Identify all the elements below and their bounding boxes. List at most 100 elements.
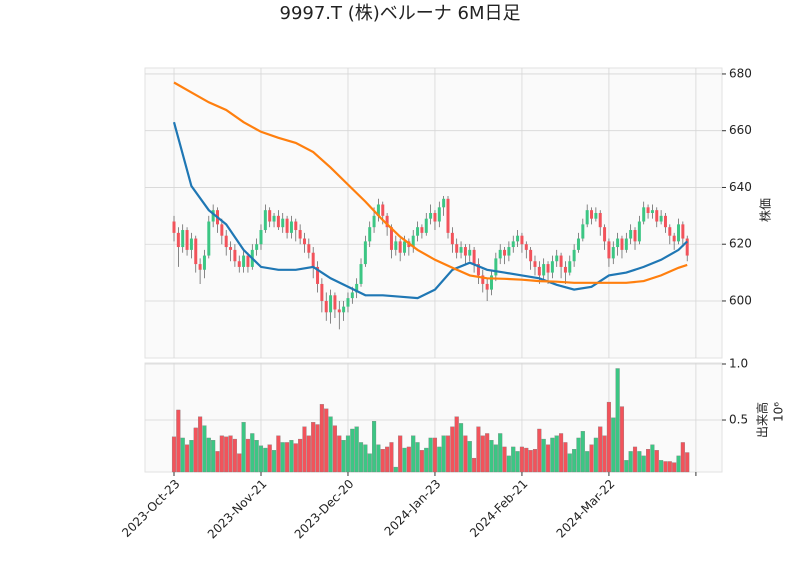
volume-bar <box>641 455 646 473</box>
volume-bar <box>224 436 229 473</box>
candle-body <box>668 227 672 236</box>
volume-bar <box>680 442 685 473</box>
candle-body <box>281 218 285 228</box>
candle-body <box>616 238 620 248</box>
candle-body <box>429 213 433 219</box>
volume-bar <box>632 446 638 473</box>
volume-bar <box>267 444 272 473</box>
y-tick-label: 620 <box>729 237 752 251</box>
volume-bar <box>219 435 224 473</box>
volume-offset: 10⁶ <box>772 402 786 422</box>
candle-body <box>481 275 485 284</box>
candle-body <box>242 255 246 267</box>
volume-bar <box>285 442 290 473</box>
candle-body <box>637 221 641 242</box>
volume-bar <box>215 451 220 473</box>
candle-body <box>311 252 315 267</box>
candle-body <box>246 255 250 267</box>
candle-body <box>259 230 263 245</box>
candle-body <box>572 249 576 262</box>
x-tick-label: 2024-Jan-23 <box>382 477 444 539</box>
candle-body <box>542 264 546 276</box>
candle-body <box>385 215 389 228</box>
candle-body <box>324 300 328 313</box>
x-tick-label: 2023-Nov-21 <box>205 477 270 542</box>
candle-body <box>285 218 289 233</box>
candle-body <box>181 230 185 248</box>
volume-bar <box>193 427 198 473</box>
candle-body <box>389 227 393 250</box>
candle-body <box>503 249 507 256</box>
candle-body <box>220 224 224 236</box>
volume-bar <box>341 440 346 473</box>
candle-body <box>590 210 594 219</box>
moving-average <box>172 121 688 300</box>
candle-body <box>420 227 424 233</box>
volume-bar <box>332 425 337 473</box>
candle-body <box>437 207 441 222</box>
volume-bar <box>372 420 377 473</box>
volume-bar <box>211 440 216 473</box>
volume-bar <box>180 437 185 473</box>
volume-bar <box>493 444 498 473</box>
candle-body <box>463 247 467 256</box>
volume-bar <box>676 455 681 473</box>
volume-bar <box>324 408 329 473</box>
candle-body <box>642 207 646 222</box>
volume-bar <box>258 445 264 473</box>
x-tick-label: 2023-Oct-23 <box>119 477 182 540</box>
candle-body <box>620 238 624 250</box>
volume-bar <box>454 416 459 473</box>
volume-bar <box>572 448 577 473</box>
candle-body <box>424 218 428 233</box>
volume-bar <box>350 428 355 473</box>
candle-body <box>337 309 341 313</box>
candle-body <box>655 210 659 222</box>
candle-body <box>263 210 267 231</box>
candle-body <box>607 241 611 259</box>
candle-body <box>520 235 524 245</box>
candle-body <box>624 238 628 250</box>
candle-body <box>224 235 228 248</box>
volume-bar <box>528 450 533 473</box>
volume-bar <box>298 438 303 473</box>
volume-bar <box>550 437 555 473</box>
volume-bar <box>432 437 438 473</box>
volume-bar <box>580 431 585 473</box>
volume-bar <box>376 444 381 473</box>
candle-body <box>229 247 233 250</box>
candle-body <box>659 215 663 222</box>
v-tick-label: 0.5 <box>729 413 748 427</box>
volume-bar <box>415 442 420 473</box>
volume-bar <box>563 442 568 473</box>
y-tick-label: 680 <box>729 66 752 80</box>
volume-bar <box>271 450 277 473</box>
volume-bar <box>445 435 451 473</box>
candle-body <box>646 207 650 213</box>
candle-body <box>276 215 280 228</box>
candle-body <box>585 210 589 225</box>
volume-bar <box>398 435 403 473</box>
y-axis-label: 株価 <box>758 198 773 222</box>
candle-body <box>398 241 402 253</box>
volume-bar <box>293 443 298 473</box>
volume-bar <box>250 433 255 473</box>
candle-body <box>446 198 450 233</box>
candle-body <box>633 230 637 242</box>
candle-body <box>403 241 407 253</box>
volume-bar <box>315 424 320 473</box>
volume-bar <box>358 442 364 473</box>
volume-bar <box>419 450 424 473</box>
x-tick-label: 2024-Feb-21 <box>467 477 530 540</box>
candle-body <box>511 241 515 248</box>
candle-body <box>394 241 398 250</box>
candle-body <box>333 295 337 310</box>
candle-body <box>537 266 541 276</box>
volume-bar <box>532 448 538 473</box>
volume-bar <box>363 444 368 473</box>
volume-bar <box>685 452 690 473</box>
volume-bar <box>241 422 246 473</box>
candle-body <box>485 283 489 290</box>
candle-body <box>498 249 502 259</box>
